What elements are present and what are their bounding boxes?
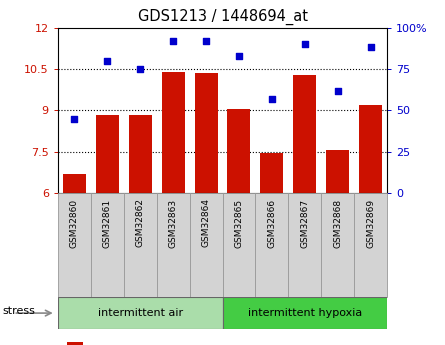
Point: [104, 58, 111, 63]
Text: GSM32860: GSM32860: [70, 198, 79, 247]
Bar: [91, 193, 124, 297]
Bar: [58, 193, 91, 297]
Point: [268, 96, 275, 101]
Bar: [359, 105, 382, 193]
Bar: [260, 153, 283, 193]
Point: [301, 41, 308, 47]
Bar: [58, 297, 222, 329]
Text: GSM32861: GSM32861: [103, 198, 112, 247]
Bar: [194, 73, 218, 193]
Bar: [67, 342, 83, 345]
Point: [334, 88, 341, 93]
Point: [170, 38, 177, 43]
Text: GSM32867: GSM32867: [300, 198, 309, 247]
Text: intermittent air: intermittent air: [97, 308, 183, 318]
Bar: [354, 193, 387, 297]
Bar: [124, 193, 157, 297]
Point: [137, 66, 144, 72]
Bar: [63, 174, 86, 193]
Bar: [157, 193, 190, 297]
Bar: [321, 193, 354, 297]
Text: GSM32862: GSM32862: [136, 198, 145, 247]
Bar: [227, 109, 251, 193]
Bar: [293, 75, 316, 193]
Text: GSM32863: GSM32863: [169, 198, 178, 247]
Text: stress: stress: [2, 306, 35, 316]
Point: [202, 38, 210, 43]
Bar: [190, 193, 222, 297]
Bar: [96, 115, 119, 193]
Bar: [326, 150, 349, 193]
Bar: [222, 193, 255, 297]
Point: [235, 53, 243, 59]
Bar: [288, 193, 321, 297]
Text: GDS1213 / 1448694_at: GDS1213 / 1448694_at: [138, 9, 307, 25]
Text: GSM32868: GSM32868: [333, 198, 342, 247]
Point: [71, 116, 78, 121]
Point: [367, 45, 374, 50]
Bar: [222, 297, 387, 329]
Text: GSM32866: GSM32866: [267, 198, 276, 247]
Bar: [162, 72, 185, 193]
Text: GSM32864: GSM32864: [202, 198, 210, 247]
Text: intermittent hypoxia: intermittent hypoxia: [248, 308, 362, 318]
Bar: [255, 193, 288, 297]
Text: GSM32869: GSM32869: [366, 198, 375, 247]
Bar: [129, 115, 152, 193]
Text: GSM32865: GSM32865: [235, 198, 243, 247]
